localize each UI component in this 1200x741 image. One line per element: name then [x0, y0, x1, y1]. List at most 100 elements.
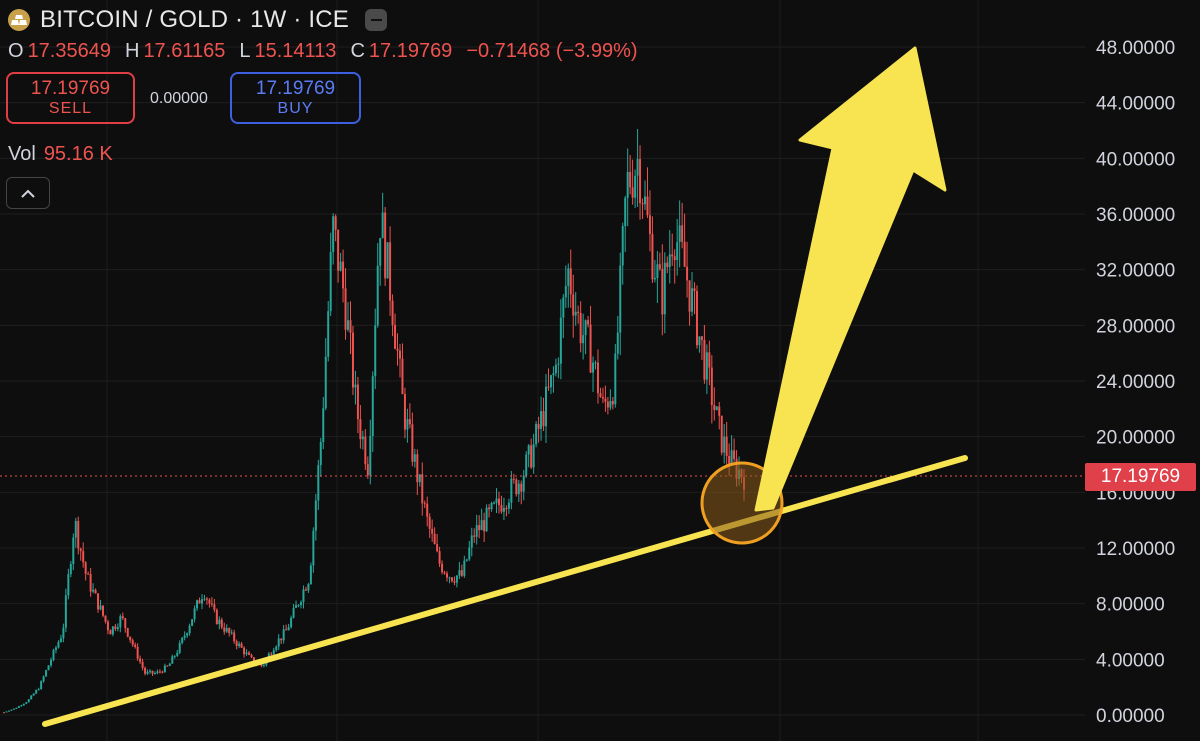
- candle-body: [720, 415, 723, 453]
- candle-body: [502, 507, 505, 512]
- candle-body: [634, 175, 637, 198]
- candle-body: [587, 320, 590, 325]
- candle-body: [153, 672, 156, 674]
- candle-body: [280, 638, 283, 641]
- candle-body: [317, 465, 320, 501]
- candle-body: [97, 593, 100, 610]
- candle-body: [92, 589, 95, 592]
- candle-body: [441, 563, 444, 573]
- minus-icon[interactable]: [365, 9, 388, 31]
- candle-body: [636, 159, 639, 176]
- candle-body: [416, 454, 419, 483]
- candle-body: [567, 268, 570, 287]
- candle-body: [354, 384, 357, 388]
- candle-body: [238, 643, 241, 646]
- candle-body: [389, 242, 392, 301]
- candle-body: [386, 242, 389, 279]
- candle-body: [7, 710, 10, 712]
- candle-body: [347, 320, 350, 330]
- candle-body: [616, 332, 619, 354]
- chevron-up-icon[interactable]: [6, 177, 50, 209]
- open-label: O: [8, 40, 24, 62]
- candle-body: [629, 172, 632, 188]
- buy-button[interactable]: 17.19769 BUY: [230, 72, 361, 124]
- candle-body: [517, 483, 520, 495]
- candle-body: [535, 424, 538, 445]
- candle-body: [5, 711, 8, 713]
- low-label: L: [239, 40, 251, 62]
- candle-body: [411, 424, 414, 462]
- y-tick-label: 40.00000: [1096, 149, 1175, 170]
- candle-body: [302, 589, 305, 603]
- candle-body: [614, 353, 617, 405]
- candle-body: [611, 400, 614, 405]
- candle-body: [342, 261, 345, 289]
- candle-body: [178, 642, 181, 653]
- candle-body: [235, 641, 238, 646]
- candle-body: [111, 626, 114, 635]
- candle-body: [512, 478, 515, 480]
- candle-body: [446, 573, 449, 578]
- candle-body: [79, 548, 82, 551]
- candle-body: [193, 608, 196, 620]
- candle-body: [401, 358, 404, 395]
- candle-body: [198, 600, 201, 604]
- candle-body: [114, 626, 117, 630]
- candle-body: [366, 464, 369, 476]
- candle-body: [507, 502, 510, 509]
- candle-body: [621, 226, 624, 266]
- candle-body: [552, 373, 555, 376]
- open-value: 17.35649: [27, 40, 111, 62]
- candle-body: [592, 362, 595, 373]
- candle-body: [530, 445, 533, 468]
- candle-body: [314, 500, 317, 531]
- candle-body: [332, 216, 335, 252]
- candle-body: [139, 658, 142, 662]
- candle-body: [292, 607, 295, 618]
- candle-body: [448, 577, 451, 579]
- candle-body: [183, 635, 186, 638]
- candle-body: [210, 603, 213, 605]
- symbol-header[interactable]: BITCOIN / GOLD · 1W · ICE: [8, 6, 388, 34]
- candle-body: [609, 400, 612, 408]
- candle-body: [290, 617, 293, 628]
- candle-body: [17, 706, 20, 708]
- sell-button[interactable]: 17.19769 SELL: [6, 72, 135, 124]
- candle-body: [32, 693, 35, 696]
- ohlc-readout: O 17.35649 H 17.61165 L 15.14113 C 17.19769 …: [8, 40, 638, 63]
- candle-body: [215, 609, 218, 625]
- candle-body: [671, 254, 674, 257]
- candle-body: [356, 384, 359, 420]
- candle-body: [500, 505, 503, 512]
- candle-body: [163, 665, 166, 673]
- candle-body: [297, 605, 300, 607]
- candle-body: [495, 498, 498, 503]
- candle-body: [418, 474, 421, 483]
- candle-body: [101, 605, 104, 616]
- candle-body: [27, 699, 30, 703]
- candle-body: [35, 690, 38, 694]
- candle-body: [188, 625, 191, 634]
- symbol-title: BITCOIN / GOLD · 1W · ICE: [40, 6, 350, 33]
- candle-body: [708, 352, 711, 368]
- candle-body: [287, 627, 290, 631]
- candle-body: [252, 657, 255, 663]
- candle-body: [119, 616, 122, 628]
- candle-body: [166, 665, 169, 667]
- candle-body: [723, 436, 726, 453]
- candle-body: [532, 444, 535, 468]
- sell-price: 17.19769: [30, 78, 111, 99]
- candle-body: [329, 251, 332, 312]
- candle-body: [644, 196, 647, 205]
- candle-body: [158, 671, 161, 673]
- candle-body: [391, 300, 394, 326]
- candle-body: [364, 436, 367, 465]
- price-axis: 48.00000 44.00000 40.00000 36.00000 32.00000…: [1096, 38, 1175, 727]
- candle-body: [596, 362, 599, 394]
- candle-body: [250, 654, 253, 658]
- candle-body: [299, 602, 302, 606]
- candle-body: [497, 498, 500, 506]
- trendline-annotation: [42, 455, 968, 727]
- candle-body: [116, 627, 119, 630]
